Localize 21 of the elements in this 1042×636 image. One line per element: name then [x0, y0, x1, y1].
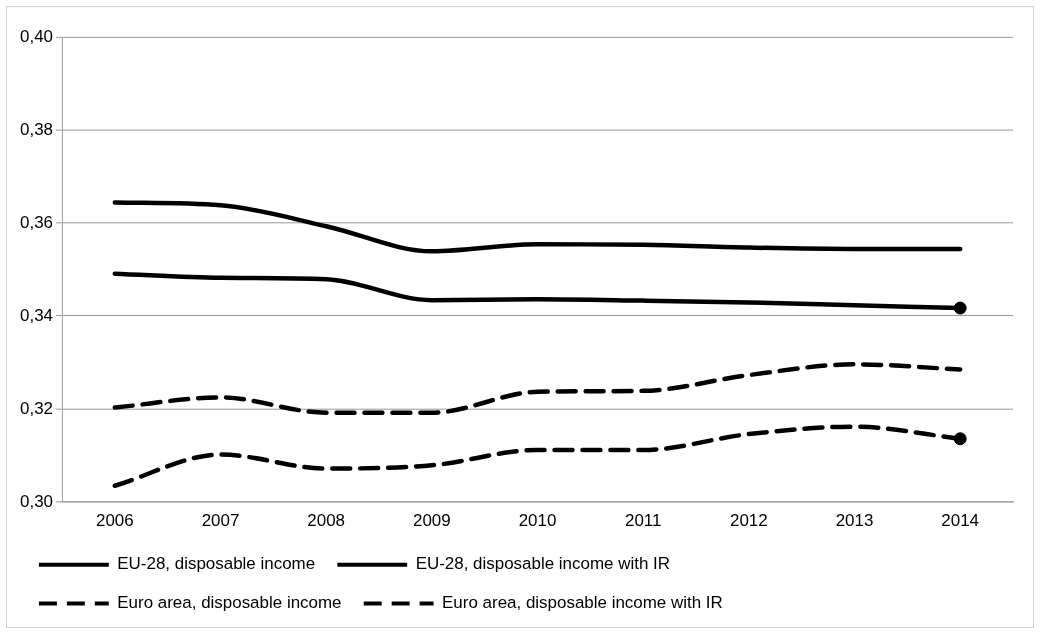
x-tick-label: 2013	[835, 510, 874, 530]
x-tick-label: 2006	[95, 510, 134, 530]
y-tick-label: 0,32	[20, 398, 53, 418]
y-tick-label: 0,38	[20, 119, 53, 139]
legend-label: EU-28, disposable income	[117, 554, 316, 574]
line-series	[112, 362, 963, 415]
legend-label: Euro area, disposable income	[117, 593, 342, 613]
legend-label: Euro area, disposable income with IR	[442, 593, 723, 613]
y-tick-label: 0,34	[20, 305, 53, 325]
y-tick-label: 0,36	[20, 212, 53, 232]
x-tick-label: 2011	[624, 510, 662, 530]
x-tick-label: 2014	[941, 510, 980, 530]
x-tick-label: 2010	[518, 510, 557, 530]
x-tick-label: 2008	[307, 510, 346, 530]
x-tick-label: 2012	[730, 510, 768, 530]
y-tick-label: 0,40	[20, 26, 53, 46]
line-series	[112, 200, 963, 254]
legend-label: EU-28, disposable income with IR	[415, 554, 670, 574]
x-tick-label: 2007	[201, 510, 240, 530]
x-tick-label: 2009	[412, 510, 451, 530]
y-tick-label: 0,30	[20, 491, 53, 511]
